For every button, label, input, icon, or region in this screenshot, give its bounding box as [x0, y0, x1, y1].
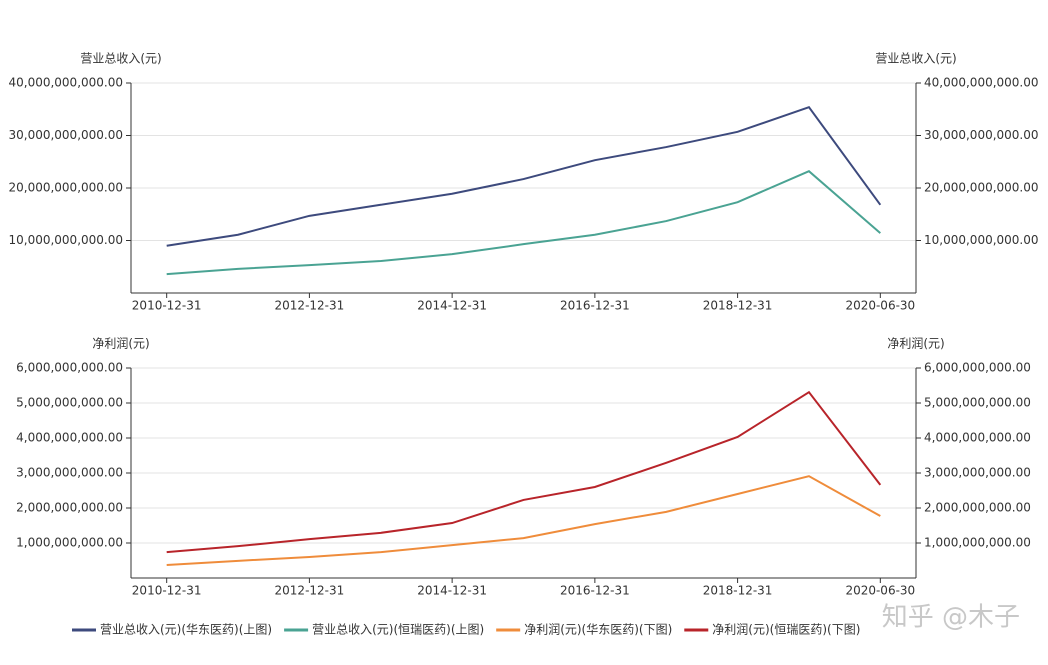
watermark: 知乎 @木子 — [882, 603, 1020, 633]
x-tick-label: 2012-12-31 — [275, 299, 345, 313]
x-tick-label: 2016-12-31 — [560, 584, 630, 598]
line — [166, 475, 881, 567]
x-tick-label: 2010-12-31 — [132, 584, 202, 598]
y2-tick-label: 4,000,000,000.00 — [924, 431, 1031, 445]
legend-label: 净利润(元)(华东医药)(下图) — [524, 623, 672, 637]
y2-tick-label: 1,000,000,000.00 — [924, 536, 1031, 550]
x-tick-label: 2018-12-31 — [703, 584, 773, 598]
y2-axis-label: 营业总收入(元) — [875, 52, 956, 66]
y-axis-label: 营业总收入(元) — [80, 52, 161, 66]
y-tick-label: 20,000,000,000.00 — [8, 181, 123, 195]
x-tick-label: 2012-12-31 — [275, 584, 345, 598]
x-tick-label: 2016-12-31 — [560, 299, 630, 313]
y-tick-label: 6,000,000,000.00 — [16, 361, 123, 375]
y2-axis-label: 净利润(元) — [887, 337, 944, 351]
y2-tick-label: 30,000,000,000.00 — [924, 128, 1039, 142]
legend-label: 营业总收入(元)(华东医药)(上图) — [100, 623, 272, 637]
line — [166, 170, 881, 276]
y-tick-label: 2,000,000,000.00 — [16, 501, 123, 515]
y-tick-label: 4,000,000,000.00 — [16, 431, 123, 445]
x-tick-label: 2020-06-30 — [845, 299, 915, 313]
y-tick-label: 3,000,000,000.00 — [16, 466, 123, 480]
y-tick-label: 10,000,000,000.00 — [8, 233, 123, 247]
y2-tick-label: 3,000,000,000.00 — [924, 466, 1031, 480]
y-tick-label: 30,000,000,000.00 — [8, 128, 123, 142]
y2-tick-label: 20,000,000,000.00 — [924, 181, 1039, 195]
y-axis-label: 净利润(元) — [92, 337, 149, 351]
y2-tick-label: 2,000,000,000.00 — [924, 501, 1031, 515]
y-tick-label: 40,000,000,000.00 — [8, 76, 123, 90]
x-tick-label: 2010-12-31 — [132, 299, 202, 313]
x-tick-label: 2018-12-31 — [703, 299, 773, 313]
y2-tick-label: 10,000,000,000.00 — [924, 233, 1039, 247]
y-tick-label: 5,000,000,000.00 — [16, 396, 123, 410]
y-tick-label: 1,000,000,000.00 — [16, 536, 123, 550]
line — [166, 105, 882, 247]
y2-tick-label: 40,000,000,000.00 — [924, 76, 1039, 90]
legend-label: 营业总收入(元)(恒瑞医药)(上图) — [312, 623, 484, 637]
x-tick-label: 2020-06-30 — [845, 584, 915, 598]
line — [166, 390, 882, 554]
y2-tick-label: 5,000,000,000.00 — [924, 396, 1031, 410]
legend-label: 净利润(元)(恒瑞医药)(下图) — [712, 623, 860, 637]
y2-tick-label: 6,000,000,000.00 — [924, 361, 1031, 375]
x-tick-label: 2014-12-31 — [417, 584, 487, 598]
x-tick-label: 2014-12-31 — [417, 299, 487, 313]
